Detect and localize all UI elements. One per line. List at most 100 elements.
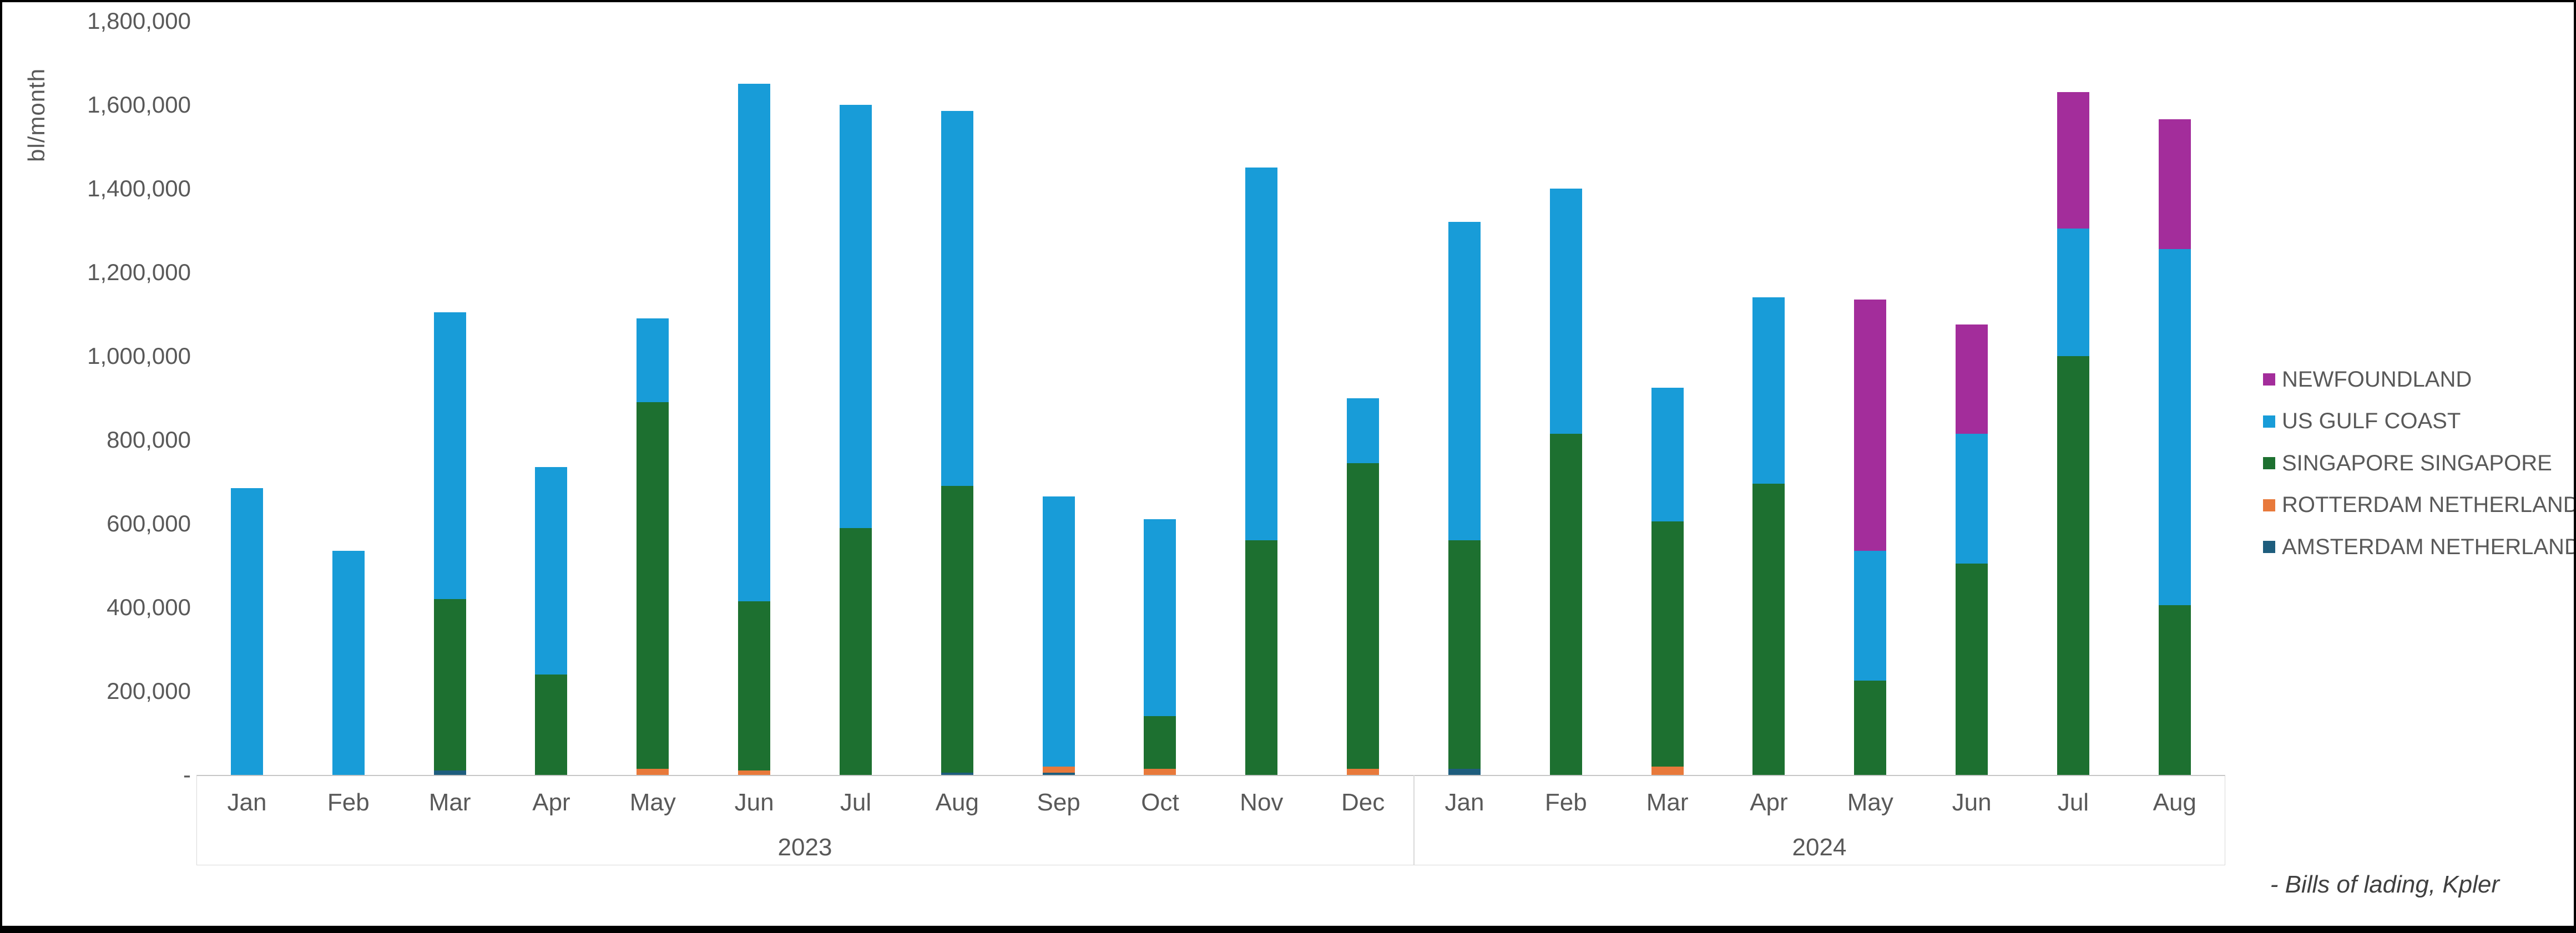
month-label-2024-apr: Apr bbox=[1750, 789, 1788, 816]
month-label-2023-apr: Apr bbox=[532, 789, 570, 816]
bar-segment-us bbox=[1854, 551, 1887, 681]
bar-segment-rotterdam bbox=[1347, 768, 1380, 775]
month-label-2024-feb: Feb bbox=[1544, 789, 1587, 816]
y-axis-title: bl/month bbox=[23, 68, 49, 162]
bar-segment-singapore bbox=[2057, 356, 2089, 775]
bar-segment-singapore bbox=[839, 528, 872, 775]
x-axis-band bbox=[196, 775, 2225, 865]
month-label-2024-jan: Jan bbox=[1444, 789, 1484, 816]
bar-2023-nov bbox=[1245, 2, 1278, 775]
bar-2023-sep bbox=[1042, 2, 1075, 775]
bar-segment-singapore bbox=[1144, 716, 1176, 769]
bar-2024-mar bbox=[1651, 2, 1684, 775]
bar-segment-singapore bbox=[1651, 521, 1684, 767]
bar-segment-singapore bbox=[738, 601, 771, 771]
bar-segment-newfoundland bbox=[2057, 92, 2089, 229]
bar-segment-rotterdam bbox=[1144, 768, 1176, 775]
legend-label: SINGAPORE SINGAPORE bbox=[2282, 450, 2552, 475]
bar-segment-singapore bbox=[1245, 540, 1278, 775]
legend-item-us: US GULF COAST bbox=[2263, 406, 2461, 437]
bar-2023-feb bbox=[332, 2, 365, 775]
bar-segment-singapore bbox=[1752, 484, 1785, 775]
bar-segment-amsterdam bbox=[1448, 768, 1481, 775]
bar-segment-singapore bbox=[941, 486, 973, 773]
bar-segment-singapore bbox=[2158, 605, 2191, 775]
bar-segment-us bbox=[1245, 168, 1278, 541]
month-label-2024-may: May bbox=[1847, 789, 1893, 816]
bar-segment-us bbox=[1448, 222, 1481, 541]
bar-segment-singapore bbox=[1854, 681, 1887, 775]
legend-label: US GULF COAST bbox=[2282, 409, 2461, 433]
bar-segment-us bbox=[332, 551, 365, 775]
bar-segment-us bbox=[839, 105, 872, 528]
bar-segment-singapore bbox=[1347, 463, 1380, 769]
bar-segment-us bbox=[1549, 189, 1582, 434]
bar-segment-us bbox=[2057, 228, 2089, 356]
bar-segment-us bbox=[535, 467, 568, 675]
legend-label: NEWFOUNDLAND bbox=[2282, 367, 2472, 392]
bar-2024-may bbox=[1854, 2, 1887, 775]
month-label-2023-jun: Jun bbox=[734, 789, 774, 816]
bar-segment-singapore bbox=[637, 402, 669, 769]
bar-segment-amsterdam bbox=[941, 773, 973, 775]
month-label-2024-jul: Jul bbox=[2057, 789, 2089, 816]
bar-segment-singapore bbox=[1448, 540, 1481, 769]
bar-2023-apr bbox=[535, 2, 568, 775]
month-label-2023-aug: Aug bbox=[935, 789, 979, 816]
month-label-2023-dec: Dec bbox=[1341, 789, 1385, 816]
legend-item-rotterdam: ROTTERDAM NETHERLANDS bbox=[2263, 490, 2574, 521]
bar-segment-us bbox=[1651, 387, 1684, 522]
y-axis-tick: 600,000 bbox=[107, 510, 191, 536]
y-axis-tick: 1,400,000 bbox=[87, 175, 191, 201]
legend-item-singapore: SINGAPORE SINGAPORE bbox=[2263, 448, 2552, 479]
bar-segment-us bbox=[941, 111, 973, 486]
legend-swatch-icon bbox=[2263, 373, 2275, 386]
bar-2023-may bbox=[637, 2, 669, 775]
month-label-2023-mar: Mar bbox=[428, 789, 471, 816]
legend-swatch-icon bbox=[2263, 415, 2275, 428]
bar-2023-jan bbox=[231, 2, 263, 775]
bar-2024-apr bbox=[1752, 2, 1785, 775]
month-label-2023-jan: Jan bbox=[227, 789, 267, 816]
bar-segment-singapore bbox=[433, 599, 466, 771]
y-axis-tick: - bbox=[183, 762, 191, 788]
bar-segment-singapore bbox=[1549, 433, 1582, 775]
bar-segment-rotterdam bbox=[1042, 766, 1075, 773]
bar-segment-us bbox=[231, 488, 263, 775]
month-label-2023-may: May bbox=[629, 789, 676, 816]
bar-segment-amsterdam bbox=[433, 770, 466, 775]
year-separator-line bbox=[1413, 775, 1415, 865]
month-label-2024-mar: Mar bbox=[1646, 789, 1689, 816]
y-axis-tick: 1,200,000 bbox=[87, 259, 191, 285]
bar-segment-rotterdam bbox=[738, 770, 771, 775]
legend-swatch-icon bbox=[2263, 457, 2275, 469]
bar-2023-oct bbox=[1144, 2, 1176, 775]
bar-segment-amsterdam bbox=[1042, 773, 1075, 775]
bar-segment-newfoundland bbox=[1956, 324, 1988, 434]
bar-segment-rotterdam bbox=[637, 768, 669, 775]
y-axis-tick: 800,000 bbox=[107, 427, 191, 453]
bar-segment-us bbox=[1144, 519, 1176, 717]
bar-2023-jun bbox=[738, 2, 771, 775]
bar-2023-dec bbox=[1347, 2, 1380, 775]
bar-segment-us bbox=[1347, 398, 1380, 463]
month-label-2024-aug: Aug bbox=[2153, 789, 2196, 816]
y-axis-tick: 1,600,000 bbox=[87, 92, 191, 118]
bar-segment-singapore bbox=[535, 674, 568, 775]
bar-segment-us bbox=[433, 312, 466, 599]
year-label-2023: 2023 bbox=[777, 834, 832, 861]
bar-segment-us bbox=[2158, 249, 2191, 606]
month-label-2024-jun: Jun bbox=[1952, 789, 1992, 816]
bar-segment-rotterdam bbox=[1651, 766, 1684, 775]
y-axis-tick: 1,800,000 bbox=[87, 8, 191, 34]
month-label-2023-feb: Feb bbox=[327, 789, 370, 816]
bar-2024-jul bbox=[2057, 2, 2089, 775]
bar-segment-newfoundland bbox=[1854, 300, 1887, 551]
bar-segment-newfoundland bbox=[2158, 119, 2191, 250]
legend-label: ROTTERDAM NETHERLANDS bbox=[2282, 493, 2574, 517]
bar-segment-us bbox=[738, 84, 771, 601]
bar-segment-us bbox=[1956, 433, 1988, 564]
bar-2024-feb bbox=[1549, 2, 1582, 775]
bar-2023-aug bbox=[941, 2, 973, 775]
